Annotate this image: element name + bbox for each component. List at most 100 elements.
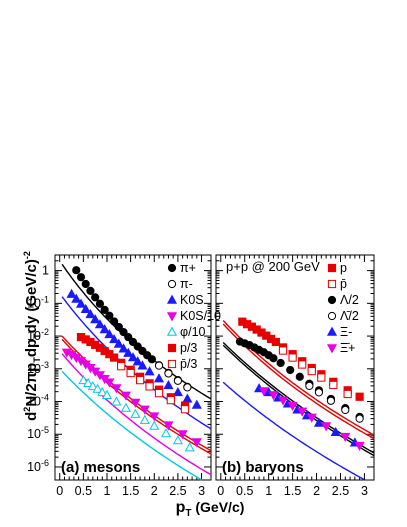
data-point <box>163 380 174 390</box>
data-point <box>91 293 100 302</box>
data-point <box>355 392 364 401</box>
x-tick-label: 1.5 <box>122 484 139 498</box>
data-point <box>124 333 133 342</box>
x-tick-label: 2.5 <box>332 484 349 498</box>
data-point <box>286 365 295 375</box>
legend-marker <box>167 343 177 353</box>
legend-marker <box>166 312 178 322</box>
fit-curve <box>61 370 202 481</box>
data-point <box>76 273 86 282</box>
x-tick-label: 3 <box>361 484 368 498</box>
data-point <box>97 386 108 397</box>
data-point <box>149 420 160 430</box>
data-point <box>313 417 324 427</box>
legend-marker <box>326 326 338 336</box>
data-point <box>139 414 150 424</box>
data-point <box>341 405 350 415</box>
legend-marker <box>327 263 337 273</box>
x-tick-label: 0.5 <box>75 484 92 498</box>
data-point <box>295 372 304 381</box>
data-point <box>144 366 155 376</box>
data-point <box>269 354 278 363</box>
data-point <box>287 401 298 412</box>
data-point <box>111 396 122 406</box>
panel-baryons: 0 0.5 1 1.5 2 2.5 3 p p̄ Λ/2 Λ̄/2 Ξ- Ξ̄+ p+p @ 200 Ge… <box>215 254 375 498</box>
data-point <box>120 391 131 401</box>
data-point <box>127 352 139 362</box>
legend-label: p <box>340 261 347 275</box>
data-point <box>307 367 316 376</box>
data-point <box>161 428 172 438</box>
data-point <box>66 288 77 298</box>
legend-label: Λ̄/2 <box>340 309 359 323</box>
data-point <box>130 398 141 408</box>
data-point <box>90 314 101 324</box>
y-tick-label: 10-6 <box>27 458 49 474</box>
x-tick-label: 2 <box>313 484 320 498</box>
data-point <box>183 383 192 392</box>
data-point <box>95 299 105 308</box>
legend-marker <box>167 263 177 273</box>
collision-label: p+p @ 200 GeV <box>226 259 320 274</box>
fit-curve <box>222 341 375 454</box>
x-tick-label: 1.5 <box>284 484 301 498</box>
y-tick-label: 1 <box>42 264 49 278</box>
data-point <box>163 421 174 431</box>
data-point <box>288 353 297 362</box>
data-point <box>277 396 289 406</box>
plot-frame <box>54 254 212 481</box>
data-point <box>153 373 165 383</box>
legend-marker <box>326 344 338 354</box>
data-point <box>355 414 364 423</box>
data-point <box>109 317 119 326</box>
data-point <box>123 347 134 357</box>
data-point <box>184 442 195 452</box>
data-point <box>137 360 148 370</box>
data-point <box>114 322 123 332</box>
x-tick-label: 0 <box>217 484 224 498</box>
data-point <box>326 396 336 405</box>
data-point <box>120 402 131 412</box>
data-point <box>321 422 332 432</box>
data-point <box>85 308 96 319</box>
panel-mesons: 0 0.5 1 1.5 2 2.5 3 1 10-1 10-2 10-3 10-4 10-5 10-6 π+… <box>27 254 221 498</box>
plot-frame <box>215 254 375 481</box>
legend-marker <box>167 279 177 289</box>
data-point <box>306 413 317 423</box>
legend-label: p̄/3 <box>180 357 197 371</box>
data-point <box>149 412 160 422</box>
legend-label: π+ <box>180 261 196 275</box>
data-point <box>126 368 135 378</box>
data-point <box>104 378 115 388</box>
data-point <box>104 329 115 339</box>
data-point <box>276 358 285 368</box>
legend-label: φ/10 <box>180 325 206 339</box>
data-point <box>154 389 164 398</box>
x-tick-label: 0 <box>56 484 63 498</box>
data-point <box>154 361 164 370</box>
data-point <box>99 324 110 334</box>
y-tick-label: 10-2 <box>27 327 49 343</box>
data-point <box>268 391 279 401</box>
panel-label: (a) mesons <box>61 459 140 476</box>
data-point <box>109 333 120 344</box>
data-point <box>258 387 269 397</box>
data-point <box>130 408 141 418</box>
data-point <box>78 375 89 385</box>
data-point <box>298 360 307 369</box>
legend-marker <box>327 311 337 321</box>
data-point <box>330 426 341 436</box>
x-tick-label: 2.5 <box>169 484 186 498</box>
data-point <box>80 303 91 313</box>
data-point <box>172 386 183 397</box>
data-point <box>173 376 183 385</box>
legend-marker <box>166 294 178 304</box>
data-point <box>329 380 338 390</box>
panel-label: (b) baryons <box>222 459 304 476</box>
data-point <box>92 383 103 393</box>
svg-text:pT (GeV/c): pT (GeV/c) <box>176 499 245 519</box>
data-point <box>177 430 188 440</box>
data-point <box>72 266 81 275</box>
data-point <box>86 286 95 295</box>
